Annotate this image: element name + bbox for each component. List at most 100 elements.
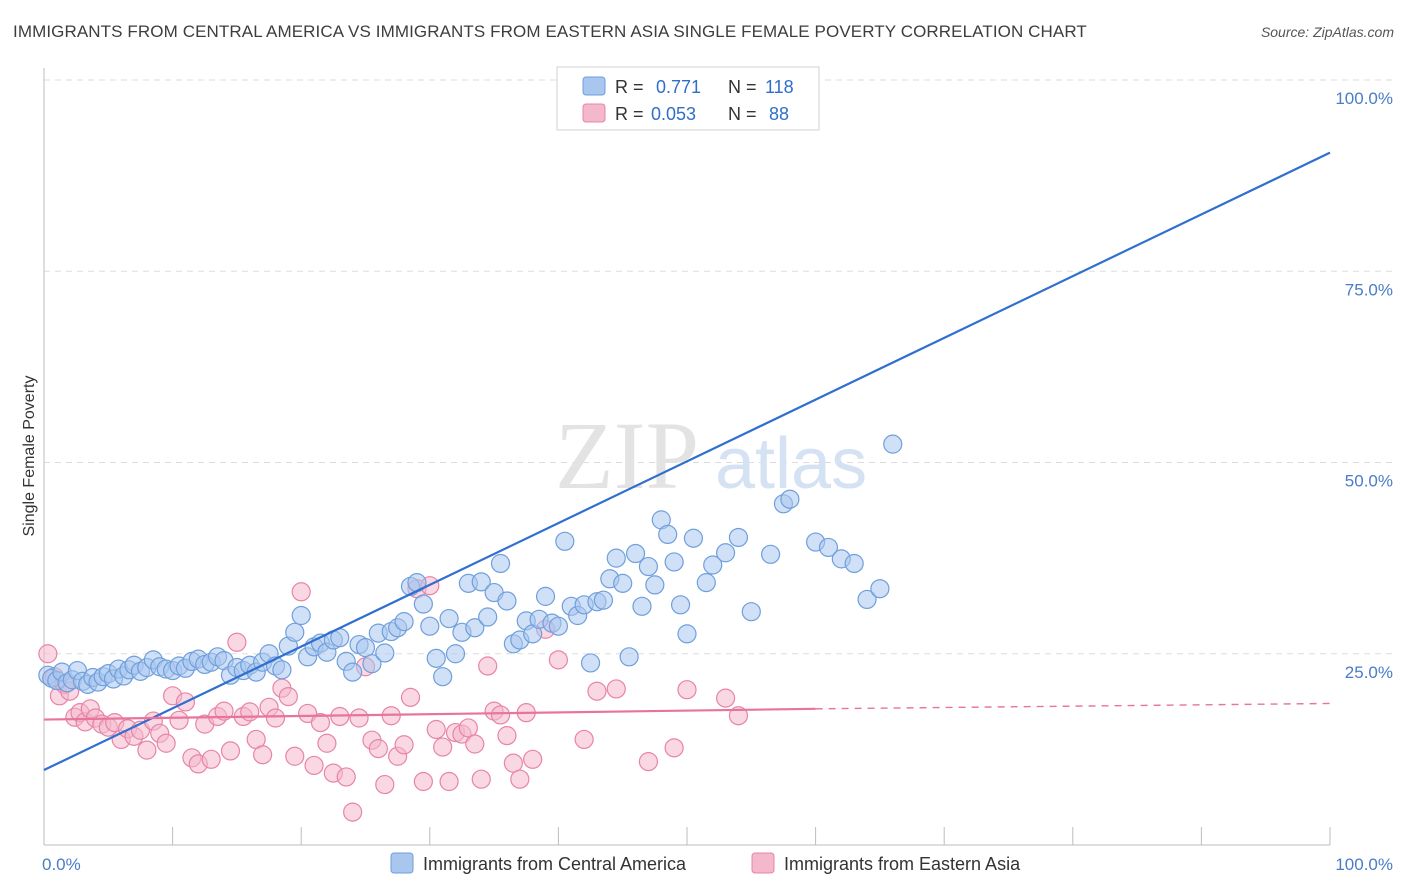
correlation-legend: R = 0.771 N = 118 R = 0.053 N = 88 [556,66,820,131]
eastern-asia-point [375,774,395,795]
central-america-point [548,616,569,636]
eastern-asia-point [728,706,749,726]
legend-r-label-blue: R = [615,77,644,97]
legend-r-value-pink: 0.053 [651,104,696,124]
eastern-asia-point [523,749,543,769]
central-america-point [555,531,575,551]
central-america-point [471,572,491,592]
eastern-asia-point [227,632,247,652]
eastern-asia-point [413,771,433,792]
eastern-asia-point [587,681,607,701]
central-america-point [632,596,652,616]
eastern-asia-point [368,739,388,759]
central-america-point [670,595,691,615]
central-america-point [818,537,839,558]
eastern-asia-point [439,771,459,792]
eastern-asia-point [137,740,157,760]
central-america-point [445,644,466,664]
eastern-asia-point [169,710,189,730]
eastern-asia-point [240,702,260,722]
central-america-point [760,544,781,564]
legend-swatch-pink [582,103,606,123]
central-america-point [606,548,626,568]
legend-n-label-blue: N = [728,77,757,97]
eastern-asia-point [317,733,337,753]
central-america-point [420,616,440,636]
central-america-points [38,434,903,694]
eastern-asia-point [574,729,594,750]
x-tick-label-min: 0.0% [42,855,81,874]
eastern-asia-point [201,749,221,769]
eastern-asia-point [38,644,58,664]
central-america-point [619,647,639,667]
central-america-point [580,653,601,673]
central-america-point [426,648,446,668]
central-america-point [728,527,749,548]
central-america-point [844,553,864,574]
eastern-asia-point [548,650,569,670]
eastern-asia-point [664,738,684,758]
eastern-asia-point [490,705,511,725]
eastern-asia-point [220,741,241,761]
eastern-asia-trendline [43,707,816,721]
x-ticks [43,827,1331,845]
eastern-asia-point [433,737,453,757]
central-america-point [593,590,614,610]
y-tick-labels: 25.0% 50.0% 75.0% 100.0% [1335,89,1393,682]
eastern-asia-point [426,719,446,740]
chart-source: Source: ZipAtlas.com [1260,24,1394,40]
bottom-legend-label-pink: Immigrants from Eastern Asia [784,854,1021,874]
central-america-point [439,608,459,629]
legend-swatch-blue [582,76,606,96]
bottom-legend-swatch-blue [390,852,414,874]
central-america-point [741,602,761,622]
central-america-point [857,589,877,610]
eastern-asia-point [638,752,659,772]
central-america-point [664,552,684,572]
central-america-point [715,543,736,563]
eastern-asia-point [343,802,363,822]
y-tick-label: 50.0% [1345,472,1393,491]
central-america-point [883,434,903,454]
y-tick-label: 100.0% [1335,89,1393,108]
eastern-asia-point [291,582,311,602]
central-america-point [638,556,659,577]
eastern-asia-point [677,680,697,700]
eastern-asia-point [285,746,305,766]
central-america-point [696,573,716,593]
legend-n-value-blue: 118 [765,77,794,97]
eastern-asia-trendline-extension [815,702,1331,710]
eastern-asia-point [465,734,485,754]
central-america-point [272,660,292,680]
eastern-asia-point [497,726,517,746]
central-america-point [465,618,485,638]
central-america-point [413,594,433,614]
eastern-asia-point [310,712,331,733]
central-america-point [343,662,363,682]
eastern-asia-point [400,687,421,707]
legend-r-label-pink: R = [615,104,644,124]
central-america-point [870,579,890,599]
bottom-legend-swatch-pink [751,852,775,874]
eastern-asia-point [278,686,298,707]
eastern-asia-point [214,701,234,721]
central-america-point [285,622,305,642]
chart-title: IMMIGRANTS FROM CENTRAL AMERICA VS IMMIG… [13,22,1087,41]
eastern-asia-point [265,708,286,728]
legend-r-value-blue: 0.771 [656,77,701,97]
central-america-point [497,591,517,611]
y-axis-label: Single Female Poverty [21,376,38,537]
eastern-asia-point [606,679,626,699]
eastern-asia-point [715,688,736,708]
central-america-point [658,524,678,545]
eastern-asia-point [394,735,414,755]
central-america-point [625,543,646,564]
central-america-point [394,612,414,632]
y-tick-label: 25.0% [1345,663,1393,682]
central-america-point [645,575,665,595]
x-tick-label-max: 100.0% [1335,855,1393,874]
eastern-asia-point [156,733,176,753]
eastern-asia-point [458,718,478,738]
bottom-legend-label-blue: Immigrants from Central America [423,854,687,874]
central-america-point [291,605,311,626]
